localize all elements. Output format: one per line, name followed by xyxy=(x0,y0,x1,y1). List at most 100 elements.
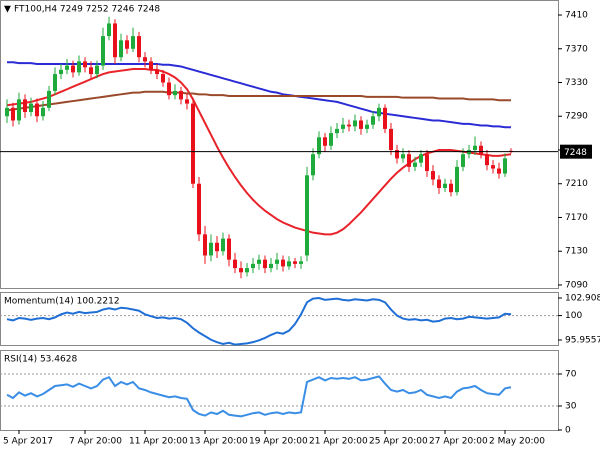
x-tick-label: 21 Apr 20:00 xyxy=(309,437,368,447)
candle-body xyxy=(29,103,33,113)
candle-body xyxy=(5,107,9,117)
y-tick-label: 7210 xyxy=(565,179,588,189)
y-tick-label: 100 xyxy=(565,311,582,321)
candle-body xyxy=(131,36,135,49)
candle-body xyxy=(65,65,69,70)
collapse-arrow: ▼ xyxy=(4,5,11,15)
candle-body xyxy=(401,154,405,159)
candle-body xyxy=(269,263,273,269)
indicator-line xyxy=(6,297,512,346)
candle-body xyxy=(167,82,171,96)
candle-body xyxy=(407,154,411,167)
y-tick-label: 95.9557 xyxy=(565,336,600,346)
candle-body xyxy=(137,36,141,58)
candle-body xyxy=(335,128,339,134)
candle-body xyxy=(419,154,423,163)
candle-body xyxy=(95,65,99,75)
candle-body xyxy=(209,242,213,256)
candle-body xyxy=(371,116,375,125)
panel-frame xyxy=(0,292,559,346)
candle-body xyxy=(437,179,441,188)
candle-body xyxy=(341,124,345,129)
candle-body xyxy=(281,259,285,267)
candle-body xyxy=(485,154,489,166)
candle-body xyxy=(155,69,159,75)
candle-body xyxy=(53,74,57,91)
candle-body xyxy=(59,69,63,75)
candle-body xyxy=(149,61,153,70)
y-tick-label: 7170 xyxy=(565,213,588,223)
candle-body xyxy=(311,154,315,176)
x-tick-label: 2 May 20:00 xyxy=(489,437,545,447)
candle-body xyxy=(197,183,201,235)
candle-body xyxy=(107,23,111,37)
candle-body xyxy=(389,128,393,150)
x-tick-label: 5 Apr 2017 xyxy=(3,437,53,447)
candle-body xyxy=(119,40,123,58)
candle-body xyxy=(233,259,237,269)
candle-body xyxy=(263,259,267,269)
chart-title: FT100,H4 7249 7252 7246 7248 xyxy=(14,5,160,15)
candle-body xyxy=(443,183,447,188)
candle-body xyxy=(221,238,225,252)
candle-body xyxy=(455,166,459,193)
y-tick-label: 7290 xyxy=(565,112,588,122)
candle-body xyxy=(83,61,87,68)
candle-body xyxy=(395,149,399,159)
moving-average xyxy=(6,90,511,112)
last-price-label: 7248 xyxy=(564,148,587,158)
y-tick-label: 30 xyxy=(565,402,577,412)
y-tick-label: 70 xyxy=(565,370,577,380)
candle-body xyxy=(143,57,147,62)
x-tick-label: 19 Apr 20:00 xyxy=(249,437,308,447)
candle-body xyxy=(305,175,309,256)
candle-body xyxy=(227,238,231,260)
candle-body xyxy=(449,183,453,193)
candle-body xyxy=(377,107,381,117)
y-tick-label: 7370 xyxy=(565,44,588,54)
y-tick-label: 7330 xyxy=(565,78,588,88)
candle-body xyxy=(77,61,81,73)
candle-body xyxy=(497,168,501,174)
rsi-title: RSI(14) 53.4628 xyxy=(4,355,77,365)
candle-body xyxy=(203,234,207,256)
momentum-title: Momentum(14) 100.2212 xyxy=(4,297,120,307)
x-tick-label: 25 Apr 20:00 xyxy=(369,437,428,447)
x-tick-label: 7 Apr 20:00 xyxy=(69,437,122,447)
candle-body xyxy=(215,242,219,252)
candle-body xyxy=(323,137,327,146)
y-tick-label: 7130 xyxy=(565,247,588,257)
candle-body xyxy=(179,90,183,100)
candle-body xyxy=(347,124,351,127)
candle-body xyxy=(431,171,435,180)
candle-body xyxy=(173,90,177,96)
candle-body xyxy=(11,107,15,121)
candle-body xyxy=(479,145,483,155)
candle-body xyxy=(413,162,417,167)
candle-body xyxy=(71,65,75,73)
candle-body xyxy=(461,154,465,167)
y-tick-label: 0 xyxy=(565,426,571,436)
candle-body xyxy=(41,107,45,117)
candle-body xyxy=(47,90,51,108)
candle-body xyxy=(503,158,507,174)
y-tick-label: 102.9083 xyxy=(565,293,600,303)
indicator-line xyxy=(6,375,512,418)
candle-body xyxy=(293,261,297,264)
candle-body xyxy=(113,23,117,58)
candle-body xyxy=(359,120,363,129)
candle-body xyxy=(491,165,495,169)
panel-frame xyxy=(0,350,559,431)
candle-body xyxy=(245,268,249,273)
candle-body xyxy=(287,261,291,267)
candle-body xyxy=(191,103,195,184)
y-tick-label: 7090 xyxy=(565,280,588,290)
candle-body xyxy=(473,145,477,150)
candle-body xyxy=(251,263,255,269)
candle-body xyxy=(23,99,27,113)
y-tick-label: 7410 xyxy=(565,11,588,21)
candle-body xyxy=(353,120,357,127)
candle-body xyxy=(365,124,369,129)
candle-body xyxy=(17,99,21,121)
